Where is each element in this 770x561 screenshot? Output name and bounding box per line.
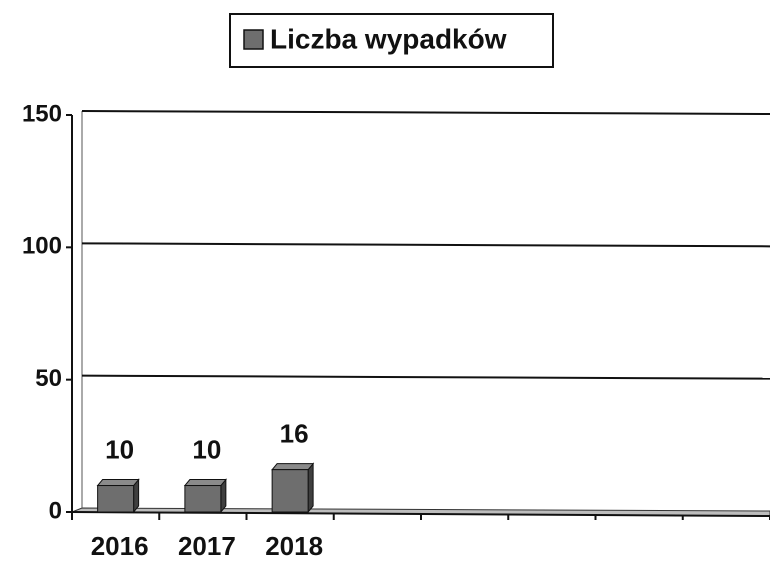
data-label: 16 xyxy=(280,419,309,449)
bar-side xyxy=(307,462,314,514)
y-tick-label: 100 xyxy=(22,233,62,260)
bar-top xyxy=(271,463,315,471)
grid-line xyxy=(81,242,770,248)
y-tick-label: 50 xyxy=(35,365,62,392)
x-tick-label: 2016 xyxy=(91,531,149,561)
legend-label: Liczba wypadków xyxy=(270,23,507,54)
data-label: 10 xyxy=(105,434,134,464)
x-tick-label: 2018 xyxy=(265,531,323,561)
bar xyxy=(184,485,222,513)
grid-line xyxy=(81,374,770,380)
bar xyxy=(97,485,135,513)
y-tick-label: 150 xyxy=(22,100,62,127)
bar-top xyxy=(96,479,140,487)
data-label: 10 xyxy=(192,434,221,464)
bar xyxy=(271,469,309,513)
grid-line xyxy=(81,110,770,115)
legend-box xyxy=(229,13,554,68)
bar-top xyxy=(183,479,227,487)
y-tick-label: 0 xyxy=(49,497,62,524)
legend-swatch xyxy=(243,29,264,50)
x-tick-label: 2017 xyxy=(178,531,236,561)
